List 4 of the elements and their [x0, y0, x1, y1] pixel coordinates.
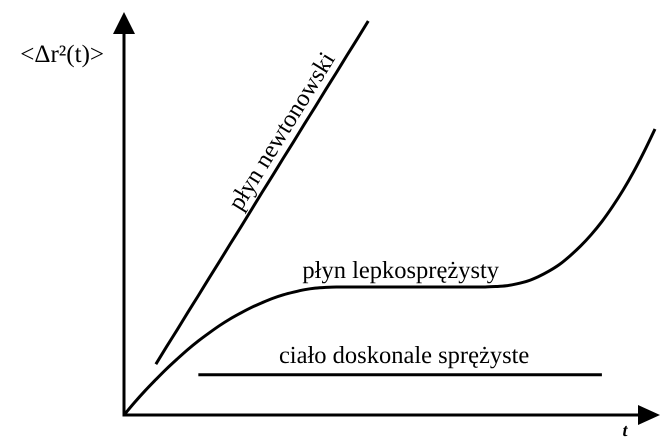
x-axis-title: t — [622, 420, 628, 440]
series-label: płyn lepkosprężysty — [302, 256, 500, 284]
y-axis-title: <Δr²(t)> — [20, 41, 104, 68]
series-label: ciało doskonale sprężyste — [278, 342, 530, 369]
